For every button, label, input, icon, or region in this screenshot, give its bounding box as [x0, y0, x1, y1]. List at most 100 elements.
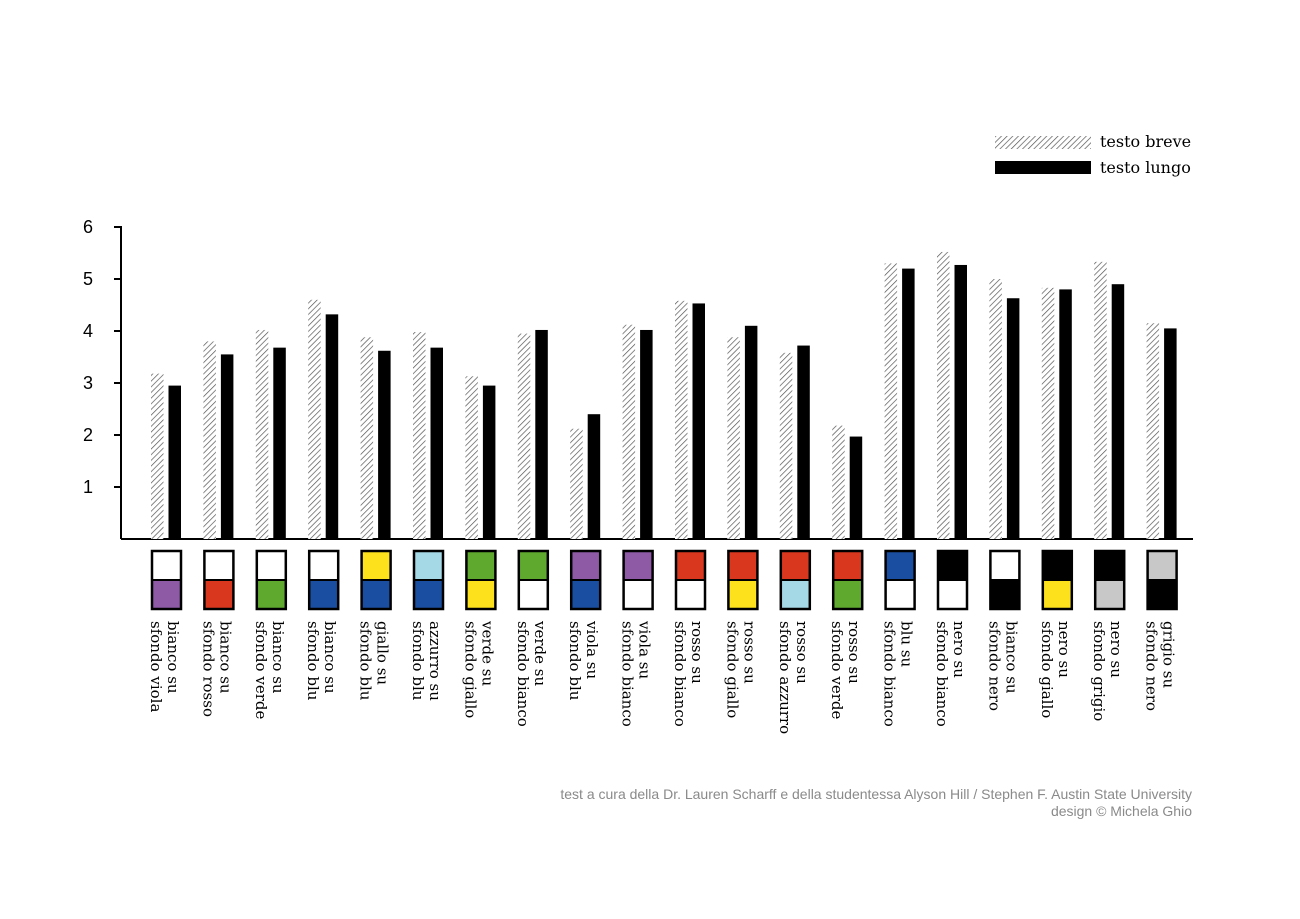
credits: test a cura della Dr. Lauren Scharff e d… — [560, 786, 1192, 820]
legend-label-testo-breve: testo breve — [1100, 132, 1191, 151]
bar-testo-breve — [203, 341, 216, 539]
category-label-line-2: sfondo nero — [985, 621, 1003, 711]
category-label-line-1: grigio su — [1160, 621, 1178, 688]
swatch — [779, 549, 812, 611]
category-label-line-1: rosso su — [845, 621, 863, 684]
swatch — [727, 549, 759, 611]
swatch-text-color — [728, 551, 758, 580]
bar-testo-lungo — [744, 325, 758, 539]
bar-testo-breve — [1146, 323, 1160, 539]
bar-testo-breve — [1094, 261, 1107, 539]
category-label-line-2: sfondo blu — [566, 621, 584, 701]
bars — [151, 251, 1177, 539]
swatch-background-color — [1095, 580, 1125, 609]
swatch-background-color — [1042, 580, 1072, 609]
swatch-text-color — [466, 551, 496, 580]
category-label-line-2: sfondo bianco — [514, 621, 532, 727]
swatch — [150, 549, 183, 611]
swatch-text-color — [938, 551, 967, 580]
swatch — [831, 549, 864, 611]
bar-testo-breve — [989, 279, 1002, 539]
category-label-line-2: sfondo viola — [147, 621, 165, 712]
swatch-background-color — [204, 580, 234, 609]
y-tick-label: 2 — [83, 425, 93, 445]
swatch-text-color — [1147, 551, 1177, 580]
category-label-line-1: blu su — [898, 621, 916, 668]
category-label-line-1: bianco su — [269, 621, 287, 694]
bar-testo-lungo — [1059, 289, 1072, 539]
y-tick-label: 3 — [83, 373, 93, 393]
axes: 1 2 3 4 5 6 — [83, 217, 1193, 540]
swatch-text-color — [309, 551, 339, 580]
swatch-background-color — [885, 580, 915, 609]
bar-testo-lungo — [849, 436, 863, 539]
color-swatches — [150, 549, 1178, 611]
category-label-line-2: sfondo bianco — [881, 621, 899, 727]
bar-testo-lungo — [797, 345, 810, 539]
bar-testo-breve — [1041, 287, 1055, 539]
bar-testo-lungo — [535, 329, 548, 539]
category-label-line-1: azzurro su — [426, 621, 444, 701]
category-label-line-2: sfondo nero — [1143, 621, 1161, 711]
bar-testo-breve — [465, 376, 478, 539]
bar-testo-lungo — [1006, 298, 1020, 539]
category-label-line-2: sfondo blu — [304, 621, 322, 701]
swatch-text-color — [1042, 551, 1072, 580]
y-tick-label: 6 — [83, 217, 93, 237]
category-label-line-2: sfondo giallo — [461, 621, 479, 718]
bar-testo-breve — [622, 324, 636, 539]
category-label-line-1: rosso su — [740, 621, 758, 684]
category-label-line-1: nero su — [1107, 621, 1125, 678]
category-label-line-1: verde su — [478, 620, 496, 686]
category-label-line-1: verde su — [531, 620, 549, 686]
swatch-text-color — [256, 551, 286, 580]
category-label-line-1: bianco su — [1002, 621, 1020, 694]
bar-testo-lungo — [482, 385, 496, 539]
bar-testo-lungo — [692, 303, 705, 539]
category-label-line-2: sfondo giallo — [1038, 621, 1056, 718]
y-tick-label: 4 — [83, 321, 93, 341]
bar-testo-lungo — [325, 314, 339, 539]
bar-testo-lungo — [273, 347, 286, 539]
category-label-line-1: bianco su — [216, 621, 234, 694]
category-label-line-2: sfondo azzurro — [776, 621, 794, 734]
swatch-background-color — [518, 580, 548, 609]
swatch — [1093, 549, 1126, 611]
bar-testo-breve — [413, 332, 426, 539]
category-label-line-1: rosso su — [688, 621, 706, 684]
swatch-background-color — [833, 580, 863, 609]
bar-testo-breve — [727, 337, 740, 539]
swatch-text-color — [990, 551, 1020, 580]
category-label-line-2: sfondo grigio — [1090, 621, 1108, 721]
swatch-background-color — [780, 580, 810, 609]
credit-line-2: design © Michela Ghio — [1050, 803, 1192, 819]
bar-testo-breve — [255, 329, 269, 539]
swatch — [674, 549, 707, 611]
bar-testo-breve — [360, 337, 374, 539]
y-tick-label: 1 — [83, 477, 93, 497]
bar-testo-breve — [675, 300, 688, 539]
swatch-text-color — [152, 551, 181, 580]
swatch-background-color — [938, 580, 967, 609]
swatch-background-color — [466, 580, 496, 609]
category-label-line-2: sfondo blu — [357, 621, 375, 701]
swatch — [884, 549, 916, 611]
swatch — [517, 549, 550, 611]
swatch — [412, 549, 445, 611]
swatch-background-color — [676, 580, 705, 609]
swatch-text-color — [780, 551, 810, 580]
bar-testo-lungo — [168, 385, 181, 539]
swatch-text-color — [623, 551, 653, 580]
bar-testo-lungo — [220, 354, 234, 539]
swatch — [360, 549, 392, 611]
swatch-background-color — [728, 580, 758, 609]
legend-swatch-testo-lungo — [995, 161, 1091, 174]
